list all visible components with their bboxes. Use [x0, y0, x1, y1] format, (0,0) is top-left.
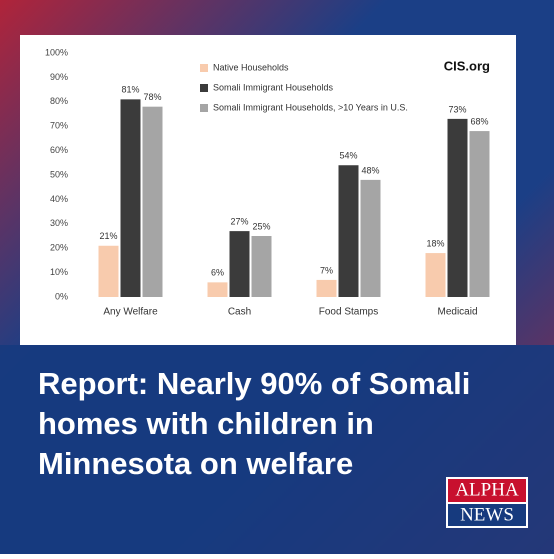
value-label: 27%: [230, 216, 248, 226]
value-label: 21%: [99, 231, 117, 241]
value-label: 78%: [143, 92, 161, 102]
headline-line: homes with children in: [38, 406, 374, 441]
logo-text: ALPHA: [455, 479, 519, 500]
x-tick-label: Medicaid: [437, 307, 477, 318]
legend-swatch: [200, 64, 208, 72]
y-tick-label: 40%: [50, 194, 68, 204]
y-tick-label: 10%: [50, 267, 68, 277]
logo-bottom: [448, 504, 526, 526]
legend-label: Native Households: [213, 62, 289, 72]
logo-top: [448, 479, 526, 502]
y-tick-label: 90%: [50, 72, 68, 82]
value-label: 81%: [121, 85, 139, 95]
y-tick-label: 20%: [50, 243, 68, 253]
legend-label: Somali Immigrant Households, >10 Years i…: [213, 102, 408, 112]
headline-line: Report: Nearly 90% of Somali: [38, 366, 470, 401]
x-tick-label: Cash: [228, 307, 251, 318]
value-label: 68%: [470, 116, 488, 126]
value-label: 6%: [211, 268, 224, 278]
bar: [425, 253, 446, 297]
y-tick-label: 80%: [50, 96, 68, 106]
y-tick-label: 70%: [50, 121, 68, 131]
bar: [316, 279, 337, 297]
bar: [251, 236, 272, 297]
value-label: 54%: [339, 151, 357, 161]
value-label: 73%: [448, 104, 466, 114]
legend-swatch: [200, 84, 208, 92]
value-label: 7%: [320, 265, 333, 275]
bar: [338, 165, 359, 297]
source: CIS.org: [444, 58, 490, 73]
bar: [98, 245, 119, 297]
bar: [120, 99, 141, 297]
y-tick-label: 0%: [55, 291, 68, 301]
y-tick-label: 30%: [50, 218, 68, 228]
bar: [447, 118, 468, 297]
y-tick-label: 100%: [45, 47, 68, 57]
legend-label: Somali Immigrant Households: [213, 82, 334, 92]
bar: [207, 282, 228, 297]
logo-text: NEWS: [460, 504, 514, 525]
bar: [360, 179, 381, 297]
bar: [229, 231, 250, 297]
x-tick-label: Food Stamps: [319, 307, 378, 318]
legend-swatch: [200, 104, 208, 112]
value-label: 25%: [252, 221, 270, 231]
value-label: 18%: [426, 238, 444, 248]
value-label: 48%: [361, 165, 379, 175]
y-tick-label: 50%: [50, 169, 68, 179]
bar: [469, 131, 490, 297]
y-tick-label: 60%: [50, 145, 68, 155]
x-tick-label: Any Welfare: [103, 307, 158, 318]
bar: [142, 106, 163, 298]
headline-line: Minnesota on welfare: [38, 446, 353, 481]
